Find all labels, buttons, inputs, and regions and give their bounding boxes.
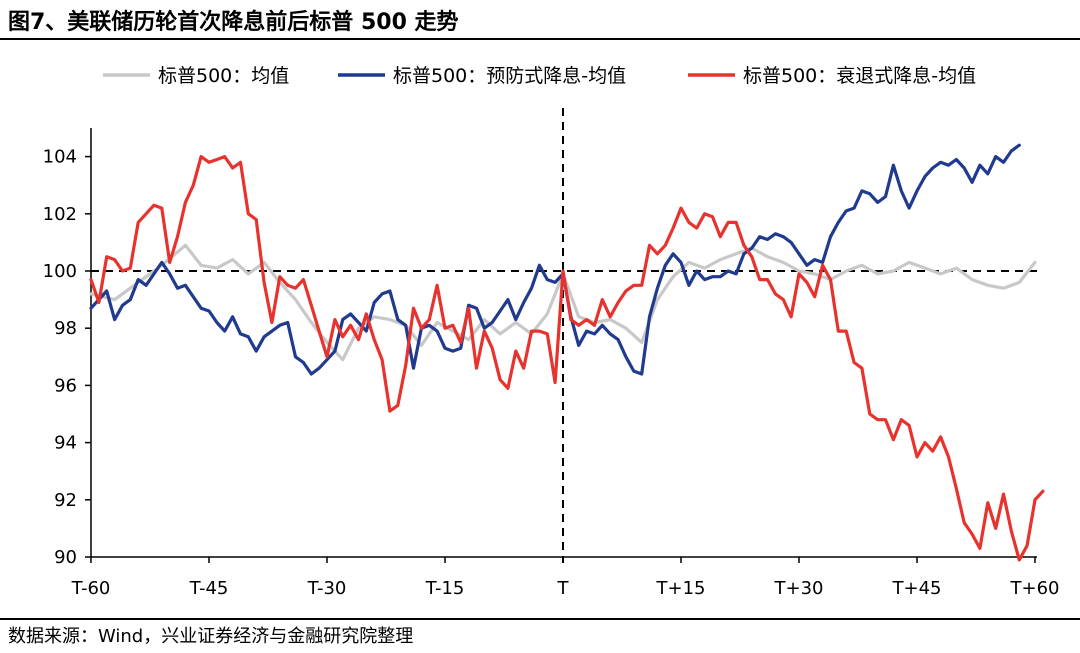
x-tick-label: T+15 bbox=[656, 578, 706, 599]
legend-label: 标普500：衰退式降息-均值 bbox=[743, 65, 976, 87]
series-lines bbox=[89, 143, 1045, 562]
x-tick-label: T-30 bbox=[307, 578, 347, 599]
y-tick-label: 102 bbox=[43, 204, 77, 225]
x-tick-label: T-15 bbox=[425, 578, 465, 599]
x-tick-label: T-45 bbox=[189, 578, 229, 599]
title-divider bbox=[0, 38, 1080, 40]
legend-item-preventive: 标普500：预防式降息-均值 bbox=[338, 65, 626, 87]
legend-item-recession: 标普500：衰退式降息-均值 bbox=[688, 65, 976, 87]
y-tick-label: 90 bbox=[54, 547, 77, 568]
y-tick-label: 94 bbox=[54, 433, 77, 454]
chart-legend: 标普500：均值 标普500：预防式降息-均值 标普500：衰退式降息-均值 bbox=[103, 65, 976, 87]
series-line-avg bbox=[89, 243, 1037, 362]
y-tick-label: 96 bbox=[54, 375, 77, 396]
x-tick-label: T+45 bbox=[892, 578, 942, 599]
y-tick-label: 98 bbox=[54, 318, 77, 339]
reference-lines bbox=[91, 108, 1043, 563]
legend-label: 标普500：均值 bbox=[158, 65, 289, 87]
y-tick-label: 92 bbox=[54, 490, 77, 511]
legend-label: 标普500：预防式降息-均值 bbox=[393, 65, 626, 87]
x-tick-label: T bbox=[557, 578, 570, 599]
chart-axes: 90 92 94 96 98 100 102 104 T-60 T-45 T-30 T-15 T T+15… bbox=[43, 128, 1060, 599]
legend-item-avg: 标普500：均值 bbox=[103, 65, 289, 87]
chart-title: 图7、美联储历轮首次降息前后标普 500 走势 bbox=[8, 10, 459, 35]
x-tick-label: T+30 bbox=[774, 578, 824, 599]
x-tick-label: T-60 bbox=[71, 578, 111, 599]
footer-divider bbox=[0, 618, 1080, 620]
y-tick-label: 104 bbox=[43, 147, 77, 168]
source-note: 数据来源：Wind，兴业证券经济与金融研究院整理 bbox=[8, 626, 414, 647]
x-tick-label: T+60 bbox=[1010, 578, 1060, 599]
y-tick-label: 100 bbox=[43, 261, 77, 282]
series-line-recession bbox=[89, 155, 1045, 562]
